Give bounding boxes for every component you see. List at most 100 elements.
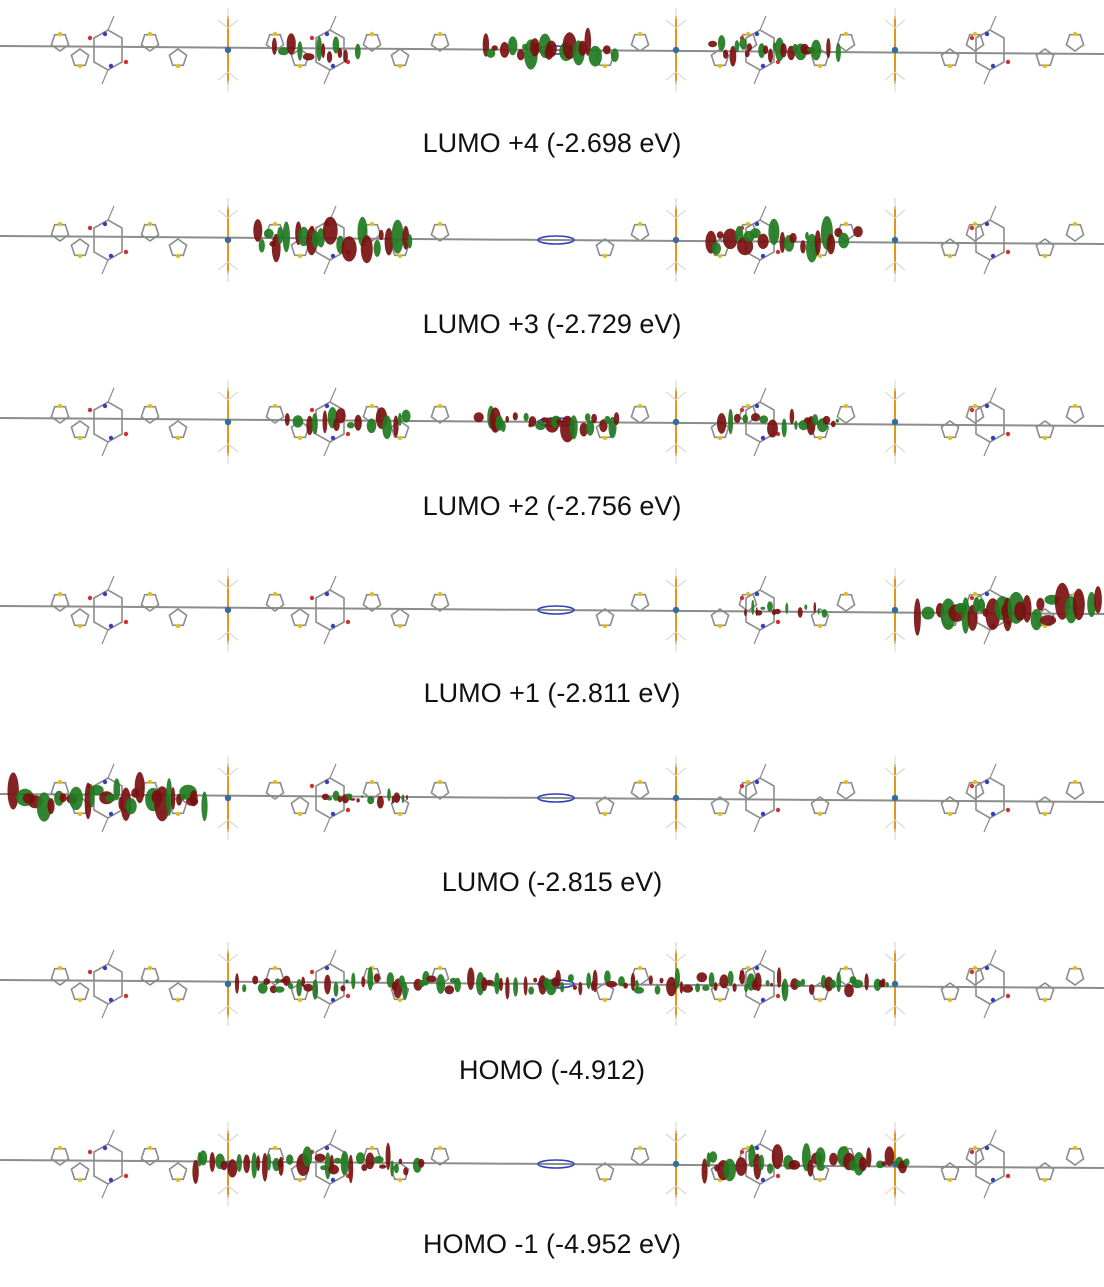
sulfur-atom bbox=[1042, 253, 1048, 259]
methyl-bond bbox=[107, 949, 115, 965]
negative-lobe bbox=[252, 975, 259, 985]
positive-lobe bbox=[811, 39, 822, 61]
positive-lobe bbox=[836, 971, 842, 993]
thiophene-ring bbox=[290, 608, 310, 627]
positive-lobe bbox=[340, 1151, 349, 1176]
platinum-atom bbox=[224, 794, 232, 802]
orbital-caption: LUMO (-2.815 eV) bbox=[441, 867, 663, 897]
methyl-hydrogen bbox=[894, 1185, 906, 1195]
positive-lobe bbox=[817, 608, 820, 615]
thiophene-ring bbox=[1065, 405, 1085, 424]
methyl-hydrogen bbox=[665, 819, 677, 829]
methyl-hydrogen bbox=[665, 1133, 677, 1143]
methyl-hydrogen bbox=[884, 391, 896, 401]
orbital-molecule bbox=[0, 568, 1104, 652]
orbital-caption: HOMO (-4.912) bbox=[458, 1055, 646, 1085]
sulfur-atom bbox=[817, 435, 823, 441]
negative-lobe bbox=[881, 978, 886, 988]
methyl-bond bbox=[759, 205, 767, 221]
positive-lobe bbox=[723, 1158, 736, 1182]
dpp-core bbox=[93, 589, 123, 631]
nitrogen-atom bbox=[330, 63, 336, 69]
sulfur-atom bbox=[77, 1177, 83, 1183]
positive-lobe bbox=[750, 228, 761, 239]
platinum-atom bbox=[672, 236, 680, 244]
methyl-bond bbox=[983, 69, 991, 85]
positive-lobe bbox=[804, 604, 808, 610]
positive-lobe bbox=[528, 986, 535, 995]
sulfur-atom bbox=[437, 965, 443, 971]
sulfur-atom bbox=[947, 1177, 953, 1183]
negative-lobe bbox=[613, 412, 620, 426]
positive-lobe bbox=[604, 970, 611, 985]
main-chain bbox=[0, 235, 1104, 245]
negative-lobe bbox=[134, 772, 145, 804]
sulfur-atom bbox=[57, 403, 63, 409]
negative-lobe bbox=[481, 977, 488, 992]
sulfur-atom bbox=[57, 591, 63, 597]
positive-lobe bbox=[454, 977, 461, 993]
sulfur-atom bbox=[272, 1145, 278, 1151]
methyl-bond bbox=[107, 575, 115, 591]
negative-lobe bbox=[271, 37, 277, 55]
positive-lobe bbox=[618, 976, 625, 987]
methyl-hydrogen bbox=[665, 19, 677, 29]
oxygen-atom bbox=[1005, 993, 1011, 999]
sulfur-atom bbox=[602, 623, 608, 629]
positive-lobe bbox=[436, 974, 446, 994]
nitrogen-atom bbox=[990, 997, 996, 1003]
oxygen-atom bbox=[87, 595, 93, 601]
sulfur-atom bbox=[745, 221, 751, 227]
methyl-hydrogen bbox=[894, 391, 906, 401]
sulfur-atom bbox=[272, 779, 278, 785]
sulfur-atom bbox=[297, 253, 303, 259]
sulfur-atom bbox=[57, 31, 63, 37]
positive-lobe bbox=[800, 978, 806, 986]
sulfur-atom bbox=[297, 435, 303, 441]
sulfur-atom bbox=[77, 997, 83, 1003]
negative-lobe bbox=[533, 977, 538, 983]
methyl-hydrogen bbox=[217, 209, 229, 219]
negative-lobe bbox=[47, 798, 55, 815]
positive-lobe bbox=[674, 968, 681, 989]
platinum-atom bbox=[891, 418, 899, 426]
methyl-hydrogen bbox=[217, 1133, 229, 1143]
sulfur-atom bbox=[602, 253, 608, 259]
nitrogen-atom bbox=[984, 591, 990, 597]
negative-lobe bbox=[682, 984, 694, 993]
oxygen-atom bbox=[775, 1173, 781, 1179]
methyl-bond bbox=[759, 15, 767, 31]
thiophene-ring bbox=[1035, 1162, 1055, 1181]
oxygen-atom bbox=[969, 783, 975, 789]
methyl-hydrogen bbox=[217, 71, 229, 81]
negative-lobe bbox=[824, 976, 834, 992]
negative-lobe bbox=[284, 413, 290, 426]
methyl-bond bbox=[107, 15, 115, 31]
negative-lobe bbox=[278, 1156, 284, 1176]
dpp-core bbox=[93, 219, 123, 261]
oxygen-atom bbox=[123, 619, 129, 625]
negative-lobe bbox=[555, 969, 561, 988]
molecule-backbone bbox=[0, 1122, 1104, 1206]
sulfur-atom bbox=[972, 1145, 978, 1151]
positive-lobe bbox=[795, 980, 802, 988]
methyl-hydrogen bbox=[675, 261, 687, 271]
nitrogen-atom bbox=[990, 63, 996, 69]
methyl-hydrogen bbox=[217, 391, 229, 401]
positive-lobe bbox=[977, 598, 986, 613]
methyl-hydrogen bbox=[894, 19, 906, 29]
negative-lobe bbox=[516, 49, 525, 61]
positive-lobe bbox=[332, 36, 340, 54]
oxygen-atom bbox=[345, 619, 351, 625]
sulfur-atom bbox=[1072, 31, 1078, 37]
nitrogen-atom bbox=[108, 63, 114, 69]
thiophene-ring bbox=[965, 967, 985, 986]
negative-lobe bbox=[713, 982, 718, 991]
methyl-bond bbox=[323, 1003, 331, 1019]
orbital-molecule bbox=[0, 1122, 1104, 1206]
positive-lobe bbox=[302, 1146, 313, 1167]
methyl-bond bbox=[101, 817, 109, 833]
sulfur-atom bbox=[272, 965, 278, 971]
thiophene-ring bbox=[50, 593, 70, 612]
positive-lobe bbox=[407, 234, 413, 249]
